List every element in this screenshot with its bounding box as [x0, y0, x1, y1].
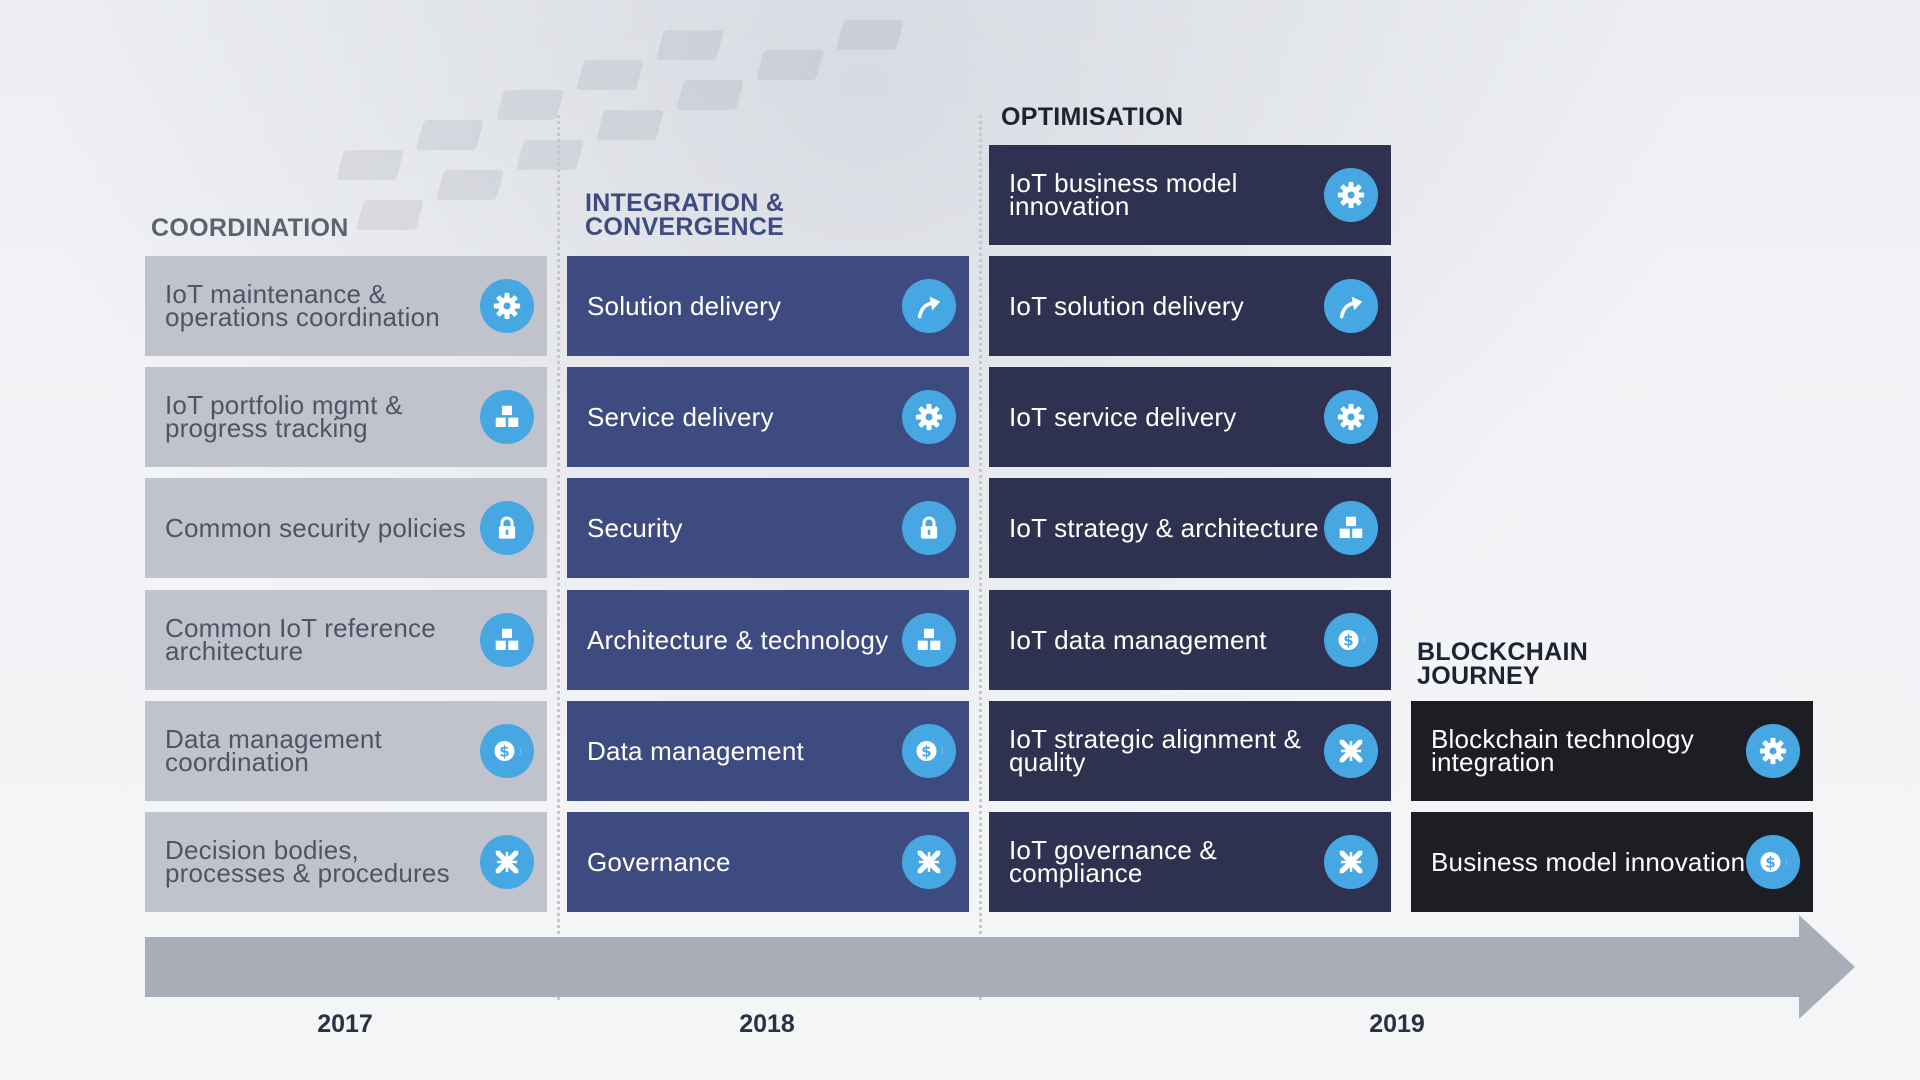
column-divider — [557, 115, 560, 1000]
lock-icon — [902, 501, 956, 555]
column-title-integration: Integration & Convergence — [585, 189, 785, 241]
svg-text:$: $ — [499, 743, 509, 761]
card-label: IoT solution delivery — [1009, 290, 1244, 321]
card-label: IoT portfolio mgmt & progress tracking — [165, 390, 403, 443]
blocks-icon — [1324, 501, 1378, 555]
gear-icon — [480, 279, 534, 333]
svg-text:$: $ — [1343, 632, 1353, 650]
arrows-in-icon — [1324, 724, 1378, 778]
gear-icon — [1746, 724, 1800, 778]
card-label: Solution delivery — [587, 290, 782, 321]
card-blockchain: Blockchain technology integration — [1411, 701, 1813, 801]
card-label: Decision bodies, processes & procedures — [165, 835, 450, 888]
column-title-coordination: Coordination — [151, 214, 349, 242]
card-optimisation: IoT data management $ — [989, 590, 1391, 690]
card-integration: Data management $ — [567, 701, 969, 801]
blocks-icon — [480, 613, 534, 667]
card-optimisation: IoT solution delivery — [989, 256, 1391, 356]
coins-icon: $ — [480, 724, 534, 778]
card-label: IoT strategic alignment & quality — [1009, 724, 1302, 777]
gear-icon — [1324, 168, 1378, 222]
gear-icon — [902, 390, 956, 444]
arrows-in-icon — [1324, 835, 1378, 889]
column-divider — [979, 115, 982, 1000]
coins-icon: $ — [902, 724, 956, 778]
card-coordination: IoT maintenance & operations coordinatio… — [145, 256, 547, 356]
card-label: Data management coordination — [165, 724, 382, 777]
arrows-in-icon — [480, 835, 534, 889]
coins-icon: $ — [1746, 835, 1800, 889]
curved-arrow-icon — [1324, 279, 1378, 333]
card-label: Security — [587, 512, 683, 543]
card-label: Common security policies — [165, 512, 467, 543]
card-label: Data management — [587, 735, 804, 766]
card-label: Common IoT reference architecture — [165, 613, 436, 666]
svg-text:$: $ — [921, 743, 931, 761]
timeline-arrow-shape — [145, 915, 1855, 1019]
card-label: Governance — [587, 846, 731, 877]
arrows-in-icon — [902, 835, 956, 889]
column-title-blockchain: Blockchain Journey — [1417, 638, 1589, 690]
card-coordination: IoT portfolio mgmt & progress tracking — [145, 367, 547, 467]
card-integration: Security — [567, 478, 969, 578]
card-integration: Solution delivery — [567, 256, 969, 356]
blocks-icon — [902, 613, 956, 667]
card-optimisation: IoT governance & compliance — [989, 812, 1391, 912]
card-optimisation: IoT business model innovation — [989, 145, 1391, 245]
card-label: IoT business model innovation — [1009, 168, 1238, 221]
year-label-2017: 2017 — [317, 1010, 373, 1038]
card-integration: Architecture & technology — [567, 590, 969, 690]
card-blockchain: Business model innovation $ — [1411, 812, 1813, 912]
card-label: Business model innovation — [1431, 846, 1746, 877]
card-coordination: Common IoT reference architecture — [145, 590, 547, 690]
year-label-2019: 2019 — [1369, 1010, 1425, 1038]
card-integration: Governance — [567, 812, 969, 912]
card-label: IoT data management — [1009, 624, 1267, 655]
card-label: Architecture & technology — [587, 624, 889, 655]
column-title-optimisation: Optimisation — [1001, 103, 1184, 131]
year-label-2018: 2018 — [739, 1010, 795, 1038]
card-optimisation: IoT service delivery — [989, 367, 1391, 467]
card-label: Blockchain technology integration — [1431, 724, 1694, 777]
timeline-arrow — [145, 915, 1855, 1019]
card-optimisation: IoT strategy & architecture — [989, 478, 1391, 578]
card-coordination: Decision bodies, processes & procedures — [145, 812, 547, 912]
card-integration: Service delivery — [567, 367, 969, 467]
lock-icon — [480, 501, 534, 555]
card-label: Service delivery — [587, 401, 774, 432]
card-label: IoT strategy & architecture — [1009, 512, 1319, 543]
card-coordination: Common security policies — [145, 478, 547, 578]
card-label: IoT maintenance & operations coordinatio… — [165, 279, 440, 332]
card-coordination: Data management coordination $ — [145, 701, 547, 801]
svg-text:$: $ — [1765, 854, 1775, 872]
gear-icon — [1324, 390, 1378, 444]
card-label: IoT governance & compliance — [1009, 835, 1217, 888]
coins-icon: $ — [1324, 613, 1378, 667]
curved-arrow-icon — [902, 279, 956, 333]
blocks-icon — [480, 390, 534, 444]
card-optimisation: IoT strategic alignment & quality — [989, 701, 1391, 801]
card-label: IoT service delivery — [1009, 401, 1237, 432]
